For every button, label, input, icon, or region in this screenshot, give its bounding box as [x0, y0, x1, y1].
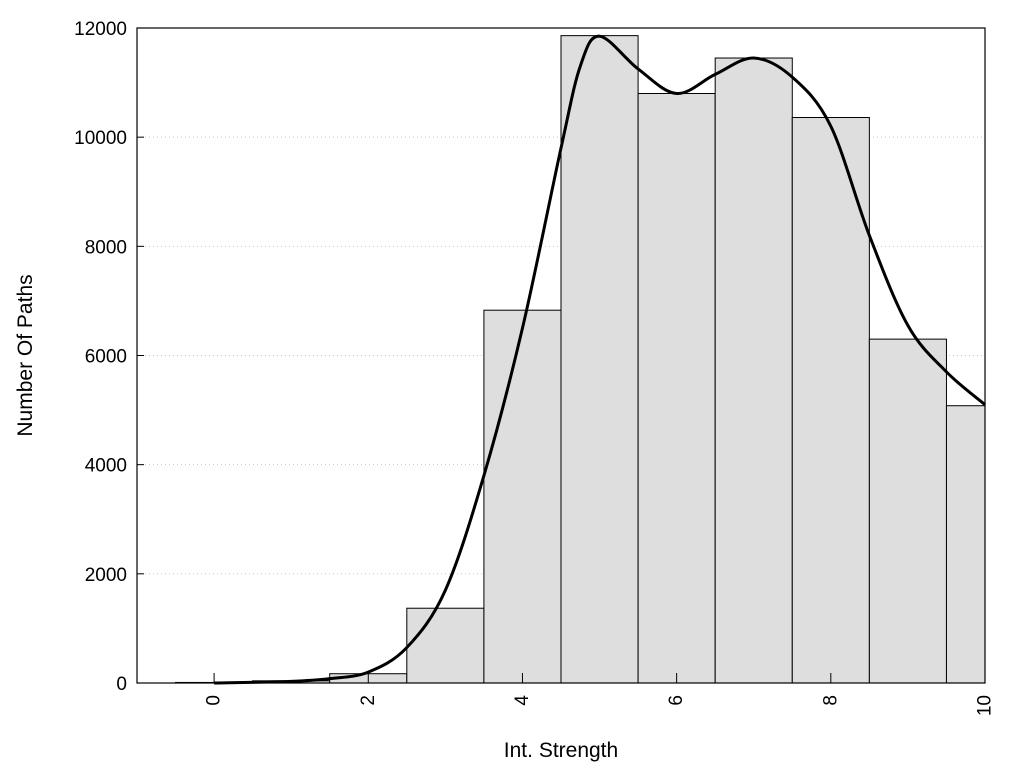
density-curve — [214, 34, 986, 685]
x-tick-label: 6 — [666, 695, 687, 706]
bar — [560, 35, 639, 684]
bar — [637, 93, 716, 684]
y-tick-label: 10000 — [74, 128, 127, 149]
y-tick-label: 8000 — [85, 237, 127, 258]
bar — [868, 338, 947, 684]
bars — [175, 35, 986, 684]
bar — [483, 309, 562, 684]
density-curve-layer — [214, 34, 986, 685]
y-axis-title: Number Of Paths — [14, 274, 37, 436]
x-axis-title: Int. Strength — [504, 739, 618, 762]
bar — [714, 57, 793, 684]
x-tick-label: 0 — [204, 695, 225, 706]
x-tick-label: 8 — [820, 695, 841, 706]
x-tick-label: 10 — [975, 695, 996, 716]
y-tick-label: 6000 — [85, 347, 127, 368]
y-tick-label: 4000 — [85, 456, 127, 477]
y-tick-label: 12000 — [74, 19, 127, 40]
bar — [945, 405, 986, 684]
y-tick-label: 0 — [116, 674, 127, 695]
axis-ticks: 0 2000 4000 6000 8000 10000 12000 0 2 4 6 8 10 — [74, 19, 995, 716]
x-tick-label: 4 — [512, 695, 533, 706]
bar — [406, 607, 485, 684]
x-tick-label: 2 — [358, 695, 379, 706]
y-tick-label: 2000 — [85, 565, 127, 586]
